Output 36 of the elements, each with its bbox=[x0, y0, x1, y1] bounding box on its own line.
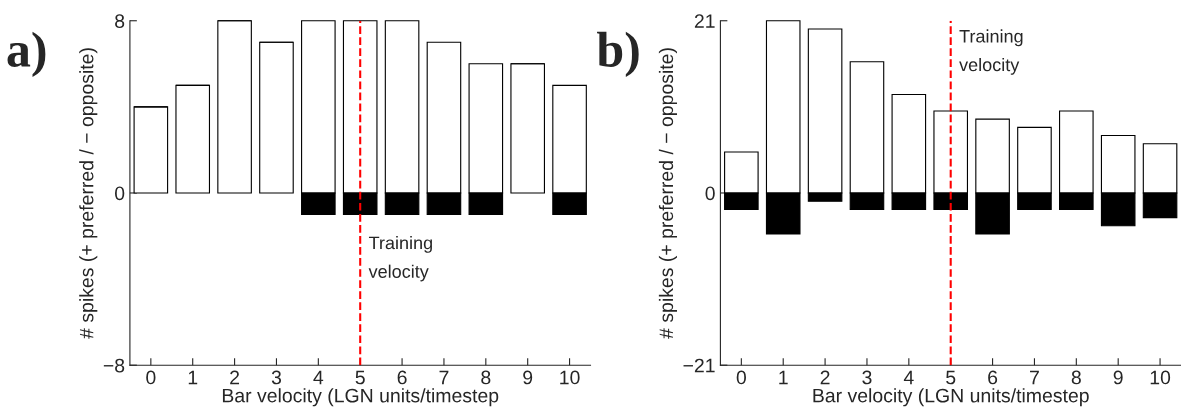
x-tick-label: 6 bbox=[988, 370, 998, 385]
x-tick-label: 10 bbox=[1150, 370, 1171, 385]
y-axis-title: # spikes (+ preferred / − opposite) bbox=[658, 48, 678, 339]
x-tick-label: 6 bbox=[397, 370, 407, 385]
x-tick-label: 5 bbox=[946, 370, 956, 385]
y-tick-label: −21 bbox=[683, 358, 715, 373]
x-axis-title: Bar velocity (LGN units/timestep bbox=[813, 388, 1089, 407]
x-tick-label: 7 bbox=[1030, 370, 1039, 385]
x-tick-label: 0 bbox=[736, 370, 746, 385]
y-axis-title: # spikes (+ preferred / − opposite) bbox=[79, 48, 98, 339]
text: a) bbox=[7, 31, 46, 78]
x-tick-label: 10 bbox=[560, 370, 580, 385]
x-tick-label: 8 bbox=[481, 370, 491, 385]
ref-line-label: Training velocity bbox=[368, 236, 432, 282]
x-tick-label: 2 bbox=[230, 370, 240, 385]
y-tick-label: 0 bbox=[705, 186, 715, 201]
x-tick-label: 1 bbox=[779, 370, 788, 385]
x-tick-label: 4 bbox=[313, 370, 324, 385]
y-tick-label: 0 bbox=[115, 186, 125, 201]
x-tick-label: 8 bbox=[1071, 370, 1081, 385]
x-tick-label: 4 bbox=[903, 370, 914, 385]
x-tick-label: 7 bbox=[439, 370, 449, 385]
x-tick-label: 9 bbox=[523, 370, 533, 385]
x-tick-label: 3 bbox=[271, 370, 282, 385]
x-tick-label: 9 bbox=[1113, 370, 1123, 385]
x-tick-label: 3 bbox=[862, 370, 872, 385]
x-axis-title: Bar velocity (LGN units/timestep bbox=[222, 388, 499, 407]
x-tick-label: 0 bbox=[146, 370, 156, 385]
x-tick-label: 2 bbox=[820, 370, 830, 385]
text: b) bbox=[597, 31, 639, 78]
y-tick-label: 21 bbox=[694, 14, 715, 28]
x-tick-label: 5 bbox=[355, 370, 365, 385]
x-tick-label: 1 bbox=[188, 370, 198, 385]
y-tick-label: −8 bbox=[103, 358, 125, 373]
ref-line-label: Training velocity bbox=[959, 29, 1023, 75]
y-tick-label: 8 bbox=[115, 14, 125, 28]
